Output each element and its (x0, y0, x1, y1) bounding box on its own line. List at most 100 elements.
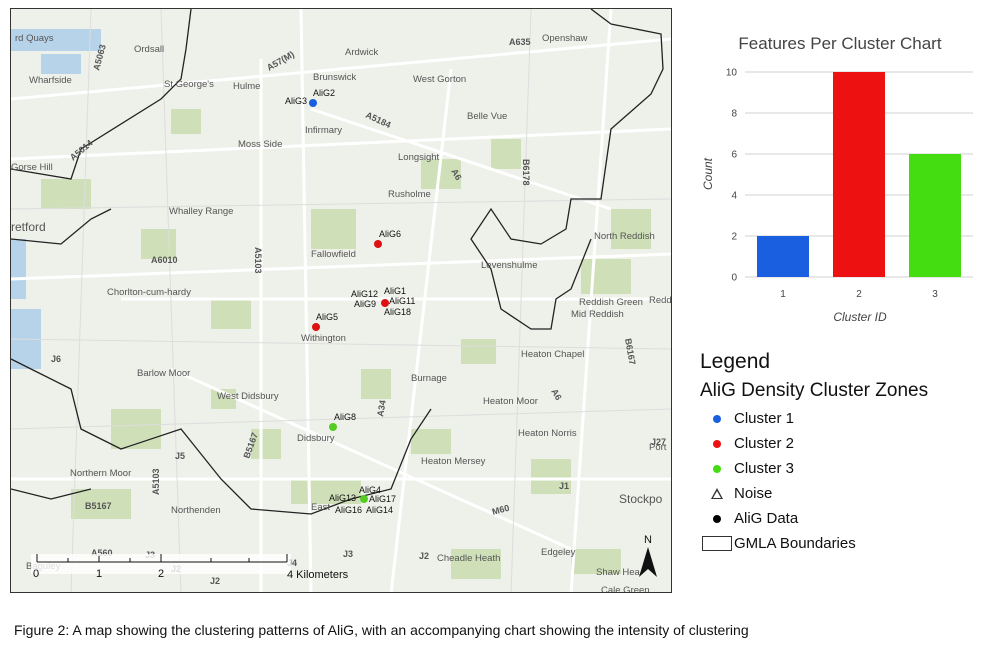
place-label: Cale Green (601, 585, 650, 593)
scale-label: 4 Kilometers (287, 569, 349, 581)
road-label: B6167 (623, 338, 637, 366)
place-label: Didsbury (297, 433, 335, 444)
road-label: A5014 (68, 138, 95, 163)
place-label: Edgeley (541, 547, 576, 558)
dot-icon (700, 414, 734, 423)
aliG-point-label: AliG17 (369, 494, 396, 504)
road-label: J1 (559, 481, 569, 491)
legend-item-label: GMLA Boundaries (734, 535, 856, 552)
place-label: Fallowfield (311, 249, 356, 260)
road-label: A560 (91, 548, 113, 558)
place-label: Heaton Norris (518, 428, 577, 439)
scale-tick-2: 2 (158, 568, 164, 580)
legend-title: Legend (700, 350, 771, 373)
place-label: Moss Side (238, 139, 282, 150)
road-label: J2 (419, 551, 429, 561)
place-label: rd Quays (15, 33, 54, 44)
legend-item: Cluster 1 (700, 406, 990, 431)
road-label: B5167 (85, 501, 112, 511)
aliG-point-label: AliG9 (354, 299, 376, 309)
road-label: J2 (210, 576, 220, 586)
bar-cluster-3 (909, 154, 961, 277)
place-label: Infirmary (305, 125, 342, 136)
road-label: J27 (651, 437, 666, 447)
road-label: A635 (509, 37, 531, 47)
place-label: Withington (301, 333, 346, 344)
aliG-point-label: AliG11 (389, 296, 415, 306)
chart-xlabel: Cluster ID (833, 310, 887, 324)
legend-subtitle: AliG Density Cluster Zones (700, 380, 929, 401)
dot-icon (700, 514, 734, 523)
place-label: Rusholme (388, 189, 431, 200)
road-label: A6 (549, 387, 563, 402)
dot-icon (700, 439, 734, 448)
road-label: M60 (491, 503, 511, 517)
aliG-point-label: AliG5 (316, 312, 338, 322)
place-label: Heaton Chapel (521, 349, 584, 360)
road-label: A57(M) (265, 49, 296, 73)
y-tick-label: 2 (731, 232, 737, 243)
place-label: Belle Vue (467, 111, 507, 122)
place-label: Heaton Mersey (421, 456, 486, 467)
x-tick-label: 1 (780, 289, 786, 300)
aliG-point[interactable] (329, 423, 337, 431)
place-label: Burnage (411, 373, 447, 384)
chart-bars (757, 72, 961, 277)
place-label: Chorlton-cum-hardy (107, 287, 191, 298)
place-label: Barlow Moor (137, 368, 190, 379)
place-label: Heaton Moor (483, 396, 538, 407)
legend-item-label: Cluster 3 (734, 460, 795, 477)
place-label: Hulme (233, 81, 260, 92)
place-label: Northern Moor (70, 468, 131, 479)
aliG-point[interactable] (381, 299, 389, 307)
place-label: West Gorton (413, 74, 466, 85)
aliG-point[interactable] (312, 323, 320, 331)
green-areas (41, 109, 651, 579)
place-label: Levenshulme (481, 260, 538, 271)
place-label: Stockpo (619, 492, 663, 506)
place-label: Brunswick (313, 72, 357, 83)
north-arrow-icon: N (639, 534, 657, 577)
place-label: Openshaw (542, 33, 588, 44)
water (11, 29, 101, 369)
basemap[interactable]: rd Quays Ordsall Wharfside St George's Hulme… (11, 9, 672, 593)
legend-item-label: Cluster 1 (734, 410, 795, 427)
road-label: B6178 (521, 159, 531, 186)
y-tick-label: 8 (731, 109, 737, 120)
aliG-point-label: AliG18 (384, 307, 411, 317)
place-label: West Didsbury (217, 391, 279, 402)
place-label: Port (649, 442, 667, 453)
aliG-point[interactable] (360, 495, 368, 503)
legend-item-label: AliG Data (734, 510, 799, 527)
aliG-point-label: AliG6 (379, 229, 401, 239)
x-tick-label: 3 (932, 289, 938, 300)
aliG-point[interactable] (309, 99, 317, 107)
bar-cluster-2 (833, 72, 885, 277)
place-label: St George's (164, 79, 214, 90)
place-label: Shaw Hea (596, 567, 641, 578)
place-label: Mid Reddish (571, 309, 624, 320)
svg-text:N: N (644, 534, 652, 546)
place-label: retford (11, 220, 46, 234)
place-label: Ardwick (345, 47, 379, 58)
chart-x-ticks: 1 2 3 (780, 289, 938, 300)
road-label: A6010 (151, 255, 178, 265)
legend-items: Cluster 1 Cluster 2 Cluster 3 Noise AliG Dat… (700, 406, 990, 556)
place-label: Ordsall (134, 44, 164, 55)
place-label: Wharfside (29, 75, 72, 86)
triangle-icon (700, 488, 734, 499)
legend-item: Cluster 3 (700, 456, 990, 481)
legend-item: AliG Data (700, 506, 990, 531)
roads (11, 9, 671, 592)
place-label: East (311, 502, 330, 513)
legend-item: Noise (700, 481, 990, 506)
place-label: Northenden (171, 505, 221, 516)
dot-icon (700, 464, 734, 473)
map-frame[interactable]: rd Quays Ordsall Wharfside St George's Hulme… (10, 8, 672, 593)
place-label: Gorse Hill (11, 162, 53, 173)
legend-item-label: Cluster 2 (734, 435, 795, 452)
aliG-point[interactable] (374, 240, 382, 248)
chart-title: Features Per Cluster Chart (738, 34, 941, 53)
y-tick-label: 10 (726, 68, 738, 79)
